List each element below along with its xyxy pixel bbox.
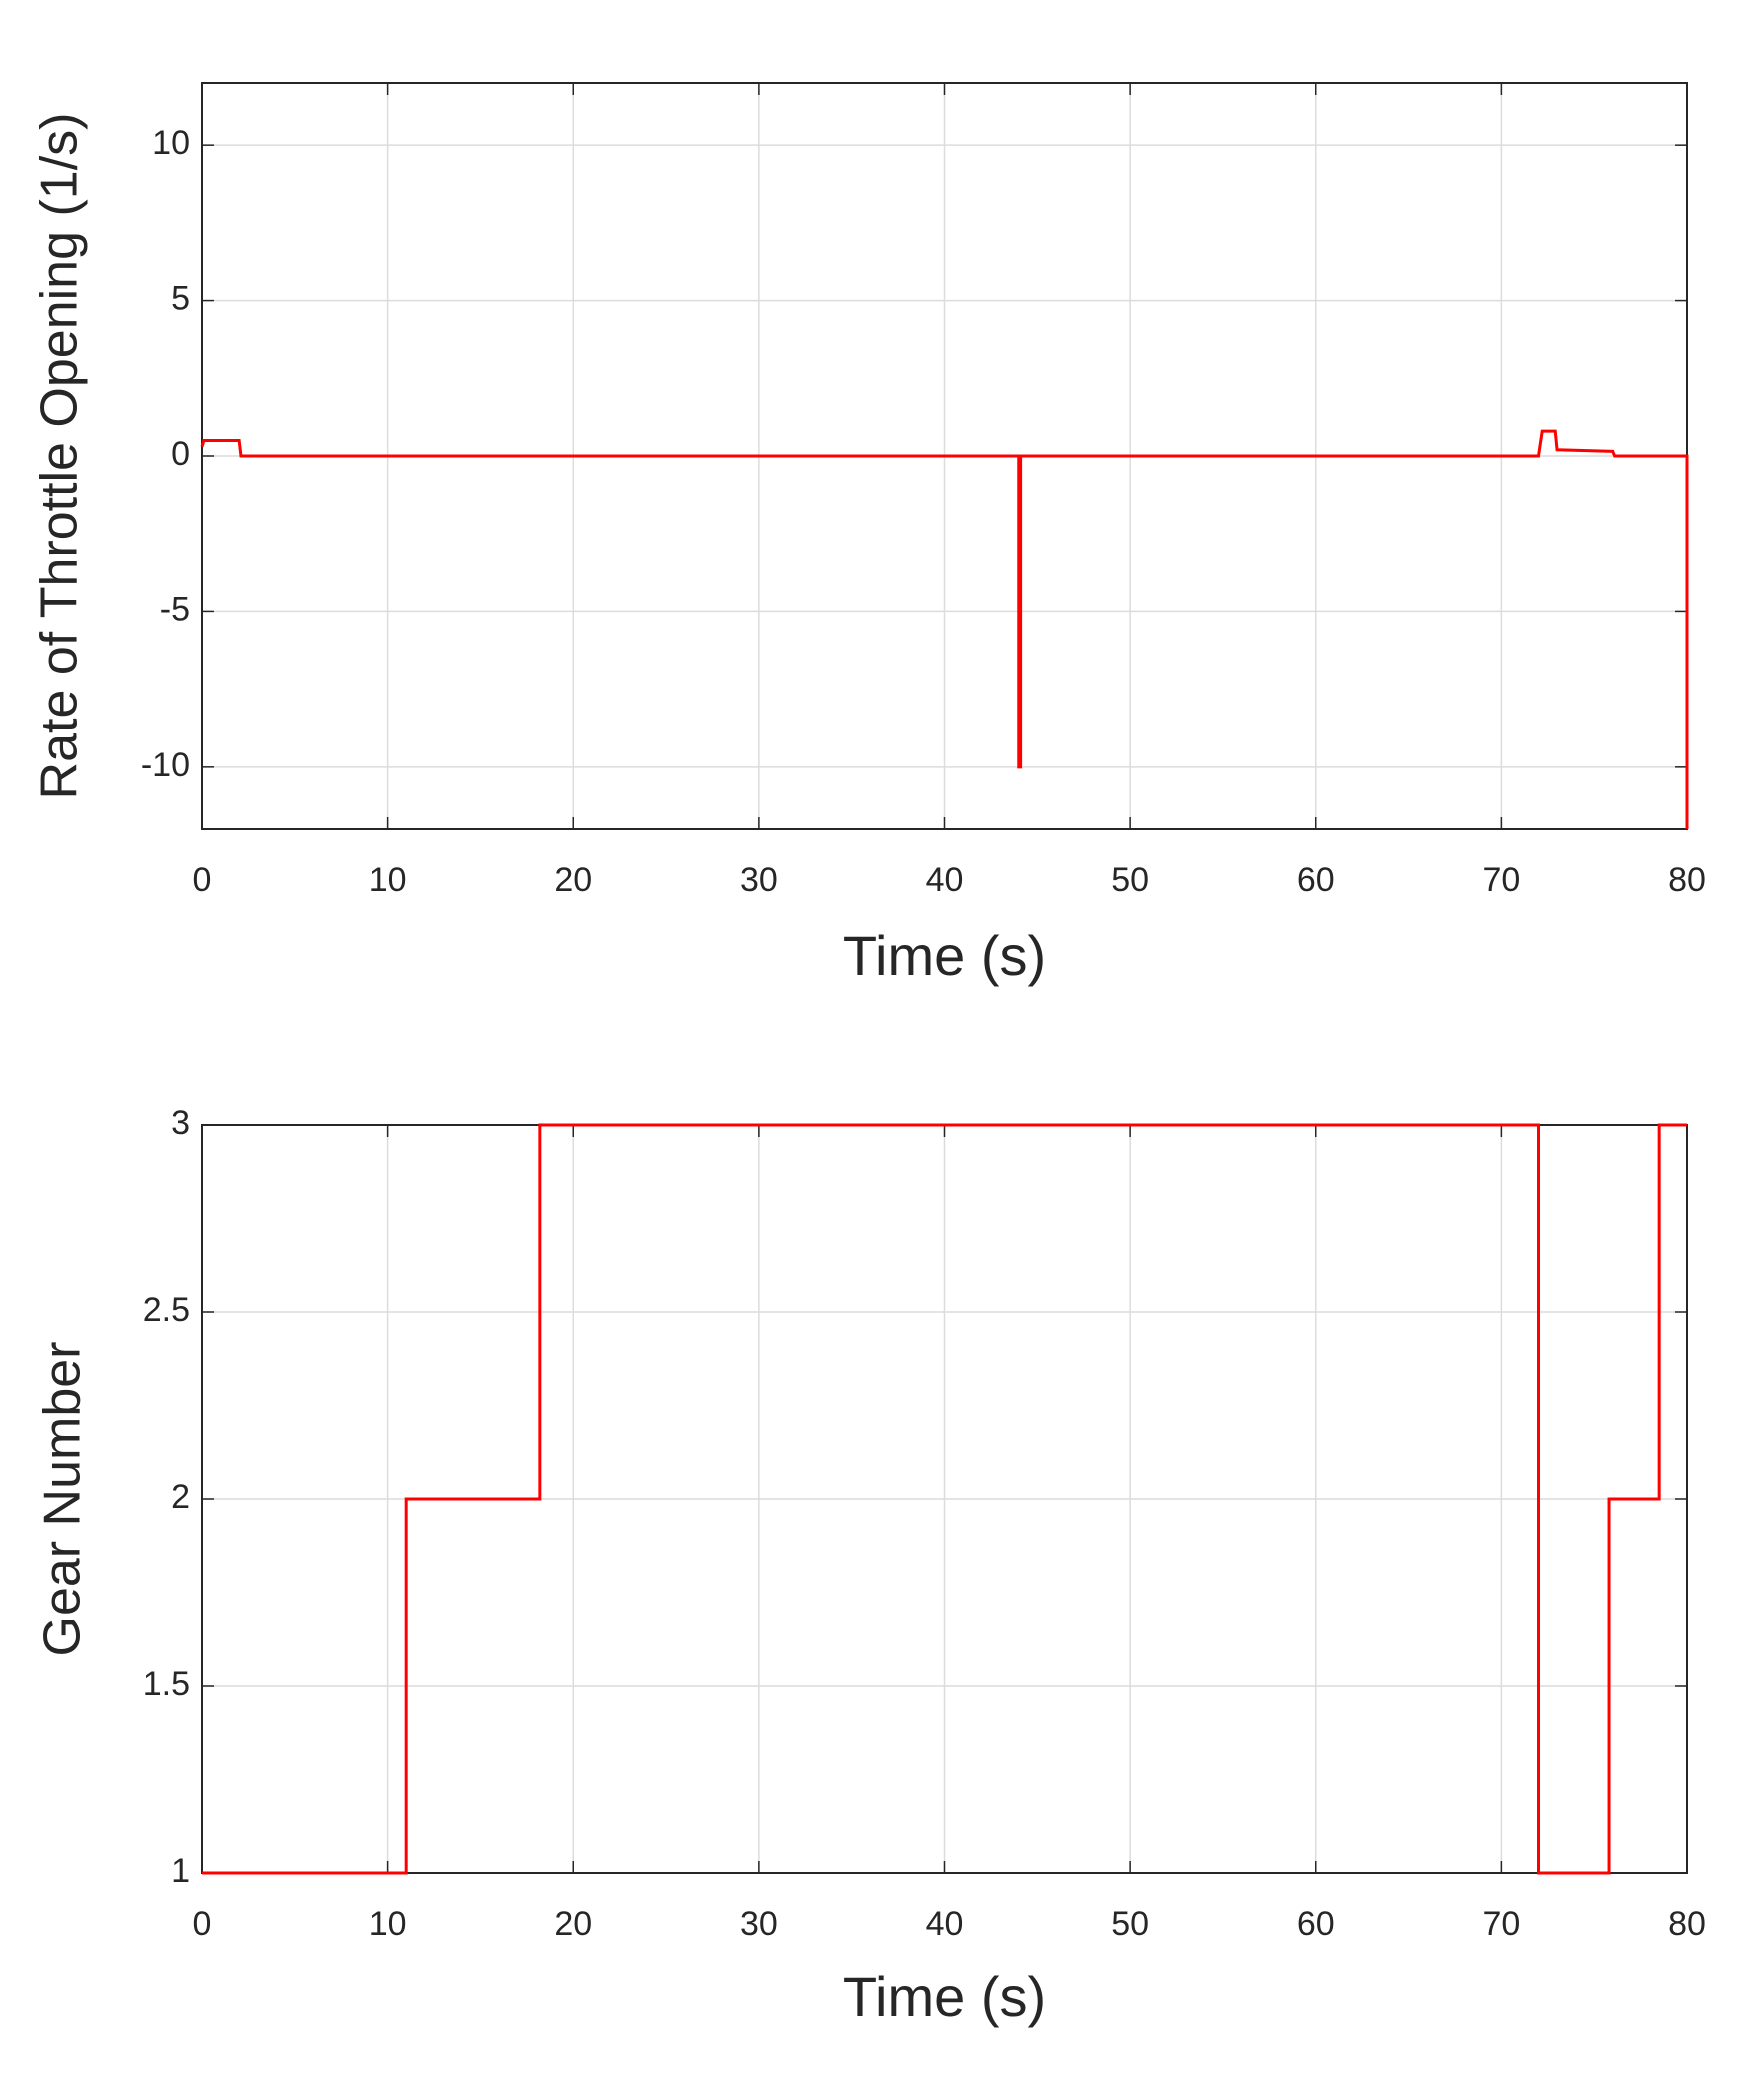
x-tick-label: 40 bbox=[926, 861, 964, 899]
x-tick-label: 80 bbox=[1668, 1905, 1706, 1943]
y-tick-label: 1 bbox=[171, 1852, 190, 1890]
y-tick-label: -10 bbox=[141, 746, 190, 784]
x-tick-label: 10 bbox=[369, 861, 407, 899]
y-tick-label: -5 bbox=[160, 590, 190, 628]
y-axis-label: Gear Number bbox=[34, 1342, 92, 1657]
x-tick-label: 0 bbox=[193, 1905, 212, 1943]
y-axis-label: Rate of Throttle Opening (1/s) bbox=[31, 113, 89, 800]
x-tick-label: 0 bbox=[193, 861, 212, 899]
x-tick-label: 50 bbox=[1111, 1905, 1149, 1943]
data-line bbox=[200, 429, 1689, 829]
data-line bbox=[202, 1123, 1687, 1875]
x-tick-label: 20 bbox=[554, 861, 592, 899]
x-axis-label: Time (s) bbox=[843, 924, 1046, 987]
x-tick-label: 20 bbox=[554, 1905, 592, 1943]
y-tick-label: 3 bbox=[171, 1104, 190, 1142]
y-tick-label: 10 bbox=[152, 124, 190, 162]
y-tick-label: 0 bbox=[171, 435, 190, 473]
x-tick-label: 30 bbox=[740, 861, 778, 899]
x-tick-label: 40 bbox=[926, 1905, 964, 1943]
y-tick-label: 5 bbox=[171, 280, 190, 318]
x-tick-label: 60 bbox=[1297, 1905, 1335, 1943]
x-tick-label: 30 bbox=[740, 1905, 778, 1943]
x-tick-label: 50 bbox=[1111, 861, 1149, 899]
x-tick-label: 80 bbox=[1668, 861, 1706, 899]
x-tick-label: 70 bbox=[1482, 1905, 1520, 1943]
y-tick-label: 2 bbox=[171, 1478, 190, 1516]
y-tick-label: 2.5 bbox=[143, 1291, 190, 1329]
x-axis-label: Time (s) bbox=[843, 1965, 1046, 2028]
y-tick-label: 1.5 bbox=[143, 1665, 190, 1703]
x-tick-label: 60 bbox=[1297, 861, 1335, 899]
x-tick-label: 10 bbox=[369, 1905, 407, 1943]
x-tick-label: 70 bbox=[1482, 861, 1520, 899]
